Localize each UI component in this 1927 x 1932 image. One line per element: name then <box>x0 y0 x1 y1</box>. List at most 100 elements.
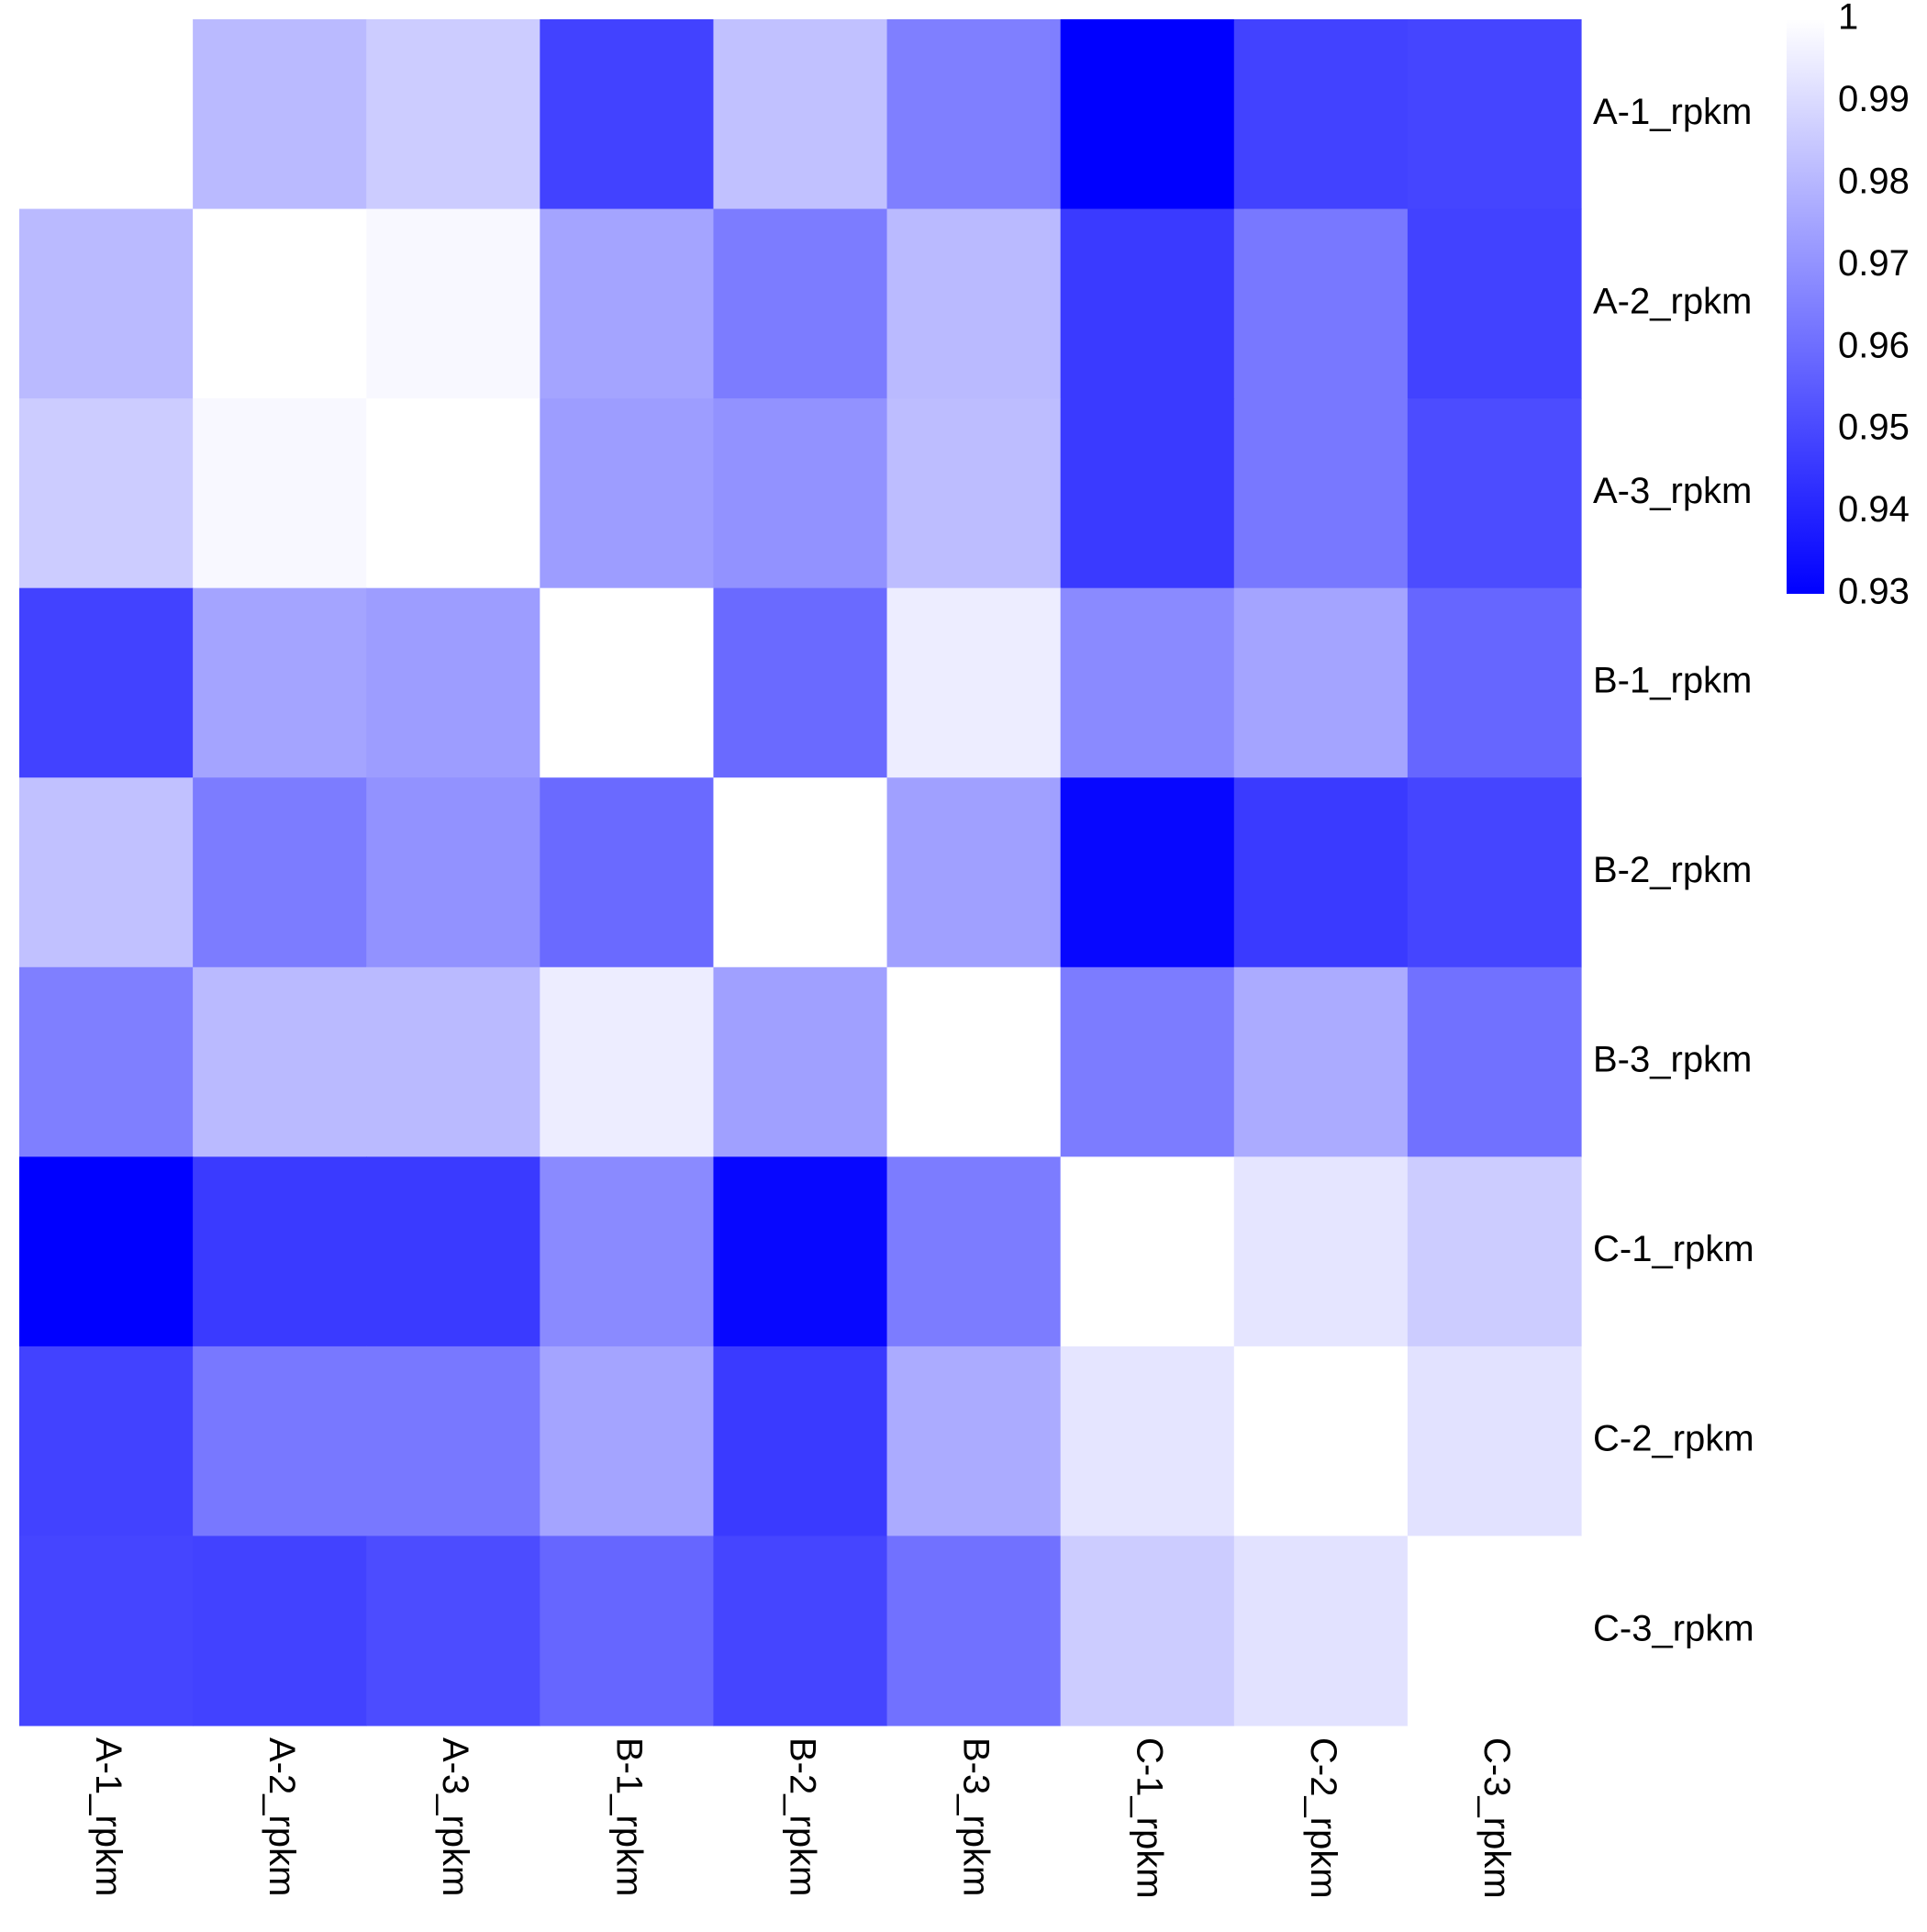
heatmap-cell <box>193 1536 367 1726</box>
heatmap-cell <box>19 777 194 968</box>
heatmap-cell <box>713 587 888 778</box>
row-label: C-2_rpkm <box>1593 1419 1754 1459</box>
heatmap-cell <box>366 1156 540 1347</box>
heatmap-cell <box>886 19 1062 210</box>
legend-tick-label: 1 <box>1838 0 1858 38</box>
heatmap-cell <box>886 398 1062 589</box>
legend-tick-label: 0.93 <box>1838 572 1910 612</box>
heatmap-cell <box>1407 966 1582 1157</box>
column-label: A-1_rpkm <box>88 1737 128 1896</box>
heatmap-cell <box>1233 208 1409 399</box>
heatmap-cell <box>540 587 715 778</box>
heatmap-cell <box>1233 398 1409 589</box>
heatmap-cell <box>366 966 540 1157</box>
heatmap-cell <box>366 777 540 968</box>
row-labels: A-1_rpkm A-2_rpkm A-3_rpkm B-1_rpkm B-2_rpkm… <box>1593 92 1754 1648</box>
heatmap-cell <box>540 1536 715 1726</box>
column-label: C-2_rpkm <box>1303 1737 1343 1899</box>
heatmap-cell <box>713 966 888 1157</box>
column-label: A-3_rpkm <box>435 1737 475 1896</box>
heatmap-cell <box>19 1346 194 1537</box>
heatmap-cell <box>713 398 888 589</box>
heatmap-cell <box>193 966 367 1157</box>
heatmap-cell <box>1407 1346 1582 1537</box>
heatmap-cell <box>713 1346 888 1537</box>
heatmap-cell <box>713 777 888 968</box>
heatmap-cell <box>366 587 540 778</box>
heatmap-cell <box>1407 777 1582 968</box>
heatmap-cell <box>1060 1346 1235 1537</box>
color-legend: 1 0.99 0.98 0.97 0.96 0.95 0.94 0.93 <box>1787 0 1910 612</box>
column-label: A-2_rpkm <box>262 1737 302 1896</box>
heatmap-cell <box>1060 208 1235 399</box>
row-label: C-3_rpkm <box>1593 1608 1754 1648</box>
heatmap-cell <box>1233 966 1409 1157</box>
heatmap-cell <box>19 966 194 1157</box>
heatmap-cell <box>193 208 367 399</box>
heatmap-cell <box>1233 19 1409 210</box>
heatmap-cell <box>19 19 194 210</box>
heatmap-cell <box>19 398 194 589</box>
heatmap-cell <box>540 1156 715 1347</box>
legend-tick-label: 0.99 <box>1838 79 1910 119</box>
heatmap-cell <box>1060 966 1235 1157</box>
heatmap-cell <box>1407 587 1582 778</box>
heatmap-cell <box>1407 208 1582 399</box>
row-label: A-1_rpkm <box>1593 92 1752 132</box>
heatmap-cell <box>1233 1346 1409 1537</box>
heatmap-cell <box>366 1346 540 1537</box>
column-label: C-3_rpkm <box>1476 1737 1517 1899</box>
heatmap-cell <box>1407 1156 1582 1347</box>
heatmap-cell <box>19 208 194 399</box>
heatmap-cell <box>1060 1156 1235 1347</box>
column-label: B-3_rpkm <box>956 1737 997 1896</box>
heatmap-cell <box>1060 1536 1235 1726</box>
heatmap-cell <box>886 777 1062 968</box>
row-label: B-1_rpkm <box>1593 661 1752 701</box>
heatmap-cell <box>713 208 888 399</box>
legend-tick-label: 0.98 <box>1838 161 1910 201</box>
heatmap-cell <box>886 1346 1062 1537</box>
heatmap-cell <box>193 19 367 210</box>
column-label: B-1_rpkm <box>608 1737 649 1896</box>
legend-tick-label: 0.96 <box>1838 325 1910 365</box>
row-label: B-2_rpkm <box>1593 850 1752 890</box>
row-label: B-3_rpkm <box>1593 1040 1752 1080</box>
heatmap-cell <box>1407 19 1582 210</box>
heatmap-cell <box>19 1536 194 1726</box>
heatmap-cell <box>193 1156 367 1347</box>
heatmap-cell <box>19 1156 194 1347</box>
heatmap-cell <box>1233 1156 1409 1347</box>
row-label: C-1_rpkm <box>1593 1229 1754 1269</box>
heatmap-cell <box>1233 1536 1409 1726</box>
column-labels: A-1_rpkm A-2_rpkm A-3_rpkm B-1_rpkm B-2_rpkm… <box>88 1737 1517 1899</box>
heatmap-cell <box>886 1536 1062 1726</box>
heatmap-cell <box>540 19 715 210</box>
column-label: B-2_rpkm <box>782 1737 822 1896</box>
heatmap-cell <box>540 966 715 1157</box>
heatmap-cell <box>540 1346 715 1537</box>
heatmap-cell <box>19 587 194 778</box>
heatmap-cell <box>540 777 715 968</box>
heatmap-cell <box>193 587 367 778</box>
heatmap-cell <box>1060 777 1235 968</box>
heatmap-cell <box>1233 777 1409 968</box>
row-label: A-2_rpkm <box>1593 281 1752 321</box>
heatmap-cell <box>193 398 367 589</box>
heatmap-cell <box>886 966 1062 1157</box>
heatmap-cell <box>193 777 367 968</box>
heatmap-cell <box>713 1536 888 1726</box>
column-label: C-1_rpkm <box>1130 1737 1170 1899</box>
heatmap-cell <box>366 208 540 399</box>
heatmap-cell <box>1060 587 1235 778</box>
heatmap-cell <box>1407 1536 1582 1726</box>
heatmap-cell <box>713 19 888 210</box>
heatmap-cell <box>1233 587 1409 778</box>
heatmap-cell <box>1060 19 1235 210</box>
row-label: A-3_rpkm <box>1593 471 1752 511</box>
heatmap-cell <box>366 1536 540 1726</box>
color-legend-bar <box>1787 19 1824 594</box>
heatmap-cell <box>540 208 715 399</box>
